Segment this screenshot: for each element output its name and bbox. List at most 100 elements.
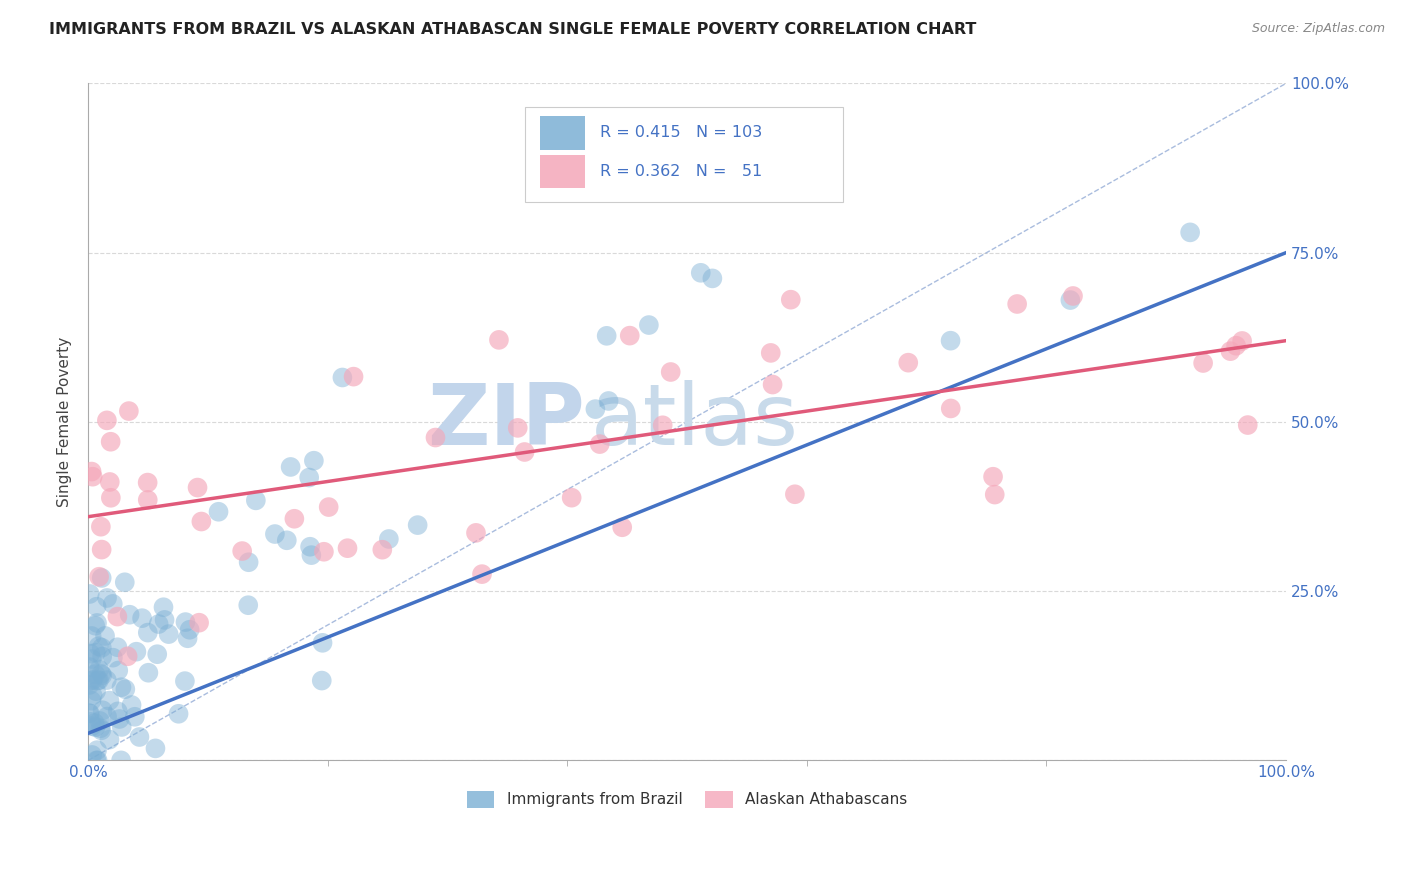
Point	[651, 418, 673, 433]
Point	[238, 598, 260, 612]
Point	[84, 646, 107, 660]
Point	[312, 545, 335, 559]
Point	[79, 587, 101, 601]
Point	[107, 704, 129, 718]
Point	[283, 512, 305, 526]
Text: Source: ZipAtlas.com: Source: ZipAtlas.com	[1251, 22, 1385, 36]
Point	[96, 709, 118, 723]
Point	[107, 640, 129, 655]
Point	[96, 673, 118, 687]
Point	[87, 639, 110, 653]
Point	[121, 698, 143, 712]
Point	[98, 693, 121, 707]
Point	[1059, 293, 1081, 307]
Point	[276, 533, 298, 548]
Point	[897, 356, 920, 370]
Point	[110, 680, 132, 694]
FancyBboxPatch shape	[540, 154, 585, 188]
Point	[87, 663, 110, 677]
Point	[761, 377, 783, 392]
Point	[299, 548, 322, 562]
Point	[174, 674, 197, 689]
Point	[1192, 356, 1215, 370]
Point	[105, 609, 128, 624]
Point	[96, 591, 118, 605]
Point	[86, 673, 108, 688]
Point	[190, 515, 212, 529]
Point	[1230, 334, 1253, 348]
Point	[138, 665, 160, 680]
Point	[108, 712, 131, 726]
Point	[406, 518, 429, 533]
Point	[1219, 344, 1241, 359]
Point	[561, 491, 583, 505]
Point	[311, 636, 333, 650]
Point	[146, 647, 169, 661]
Point	[82, 673, 104, 687]
Point	[100, 491, 122, 505]
Point	[378, 532, 401, 546]
Point	[513, 445, 536, 459]
Point	[79, 706, 101, 721]
Point	[981, 469, 1004, 483]
Point	[298, 470, 321, 484]
Point	[91, 668, 114, 682]
Point	[280, 459, 302, 474]
Point	[207, 505, 229, 519]
Point	[86, 599, 108, 614]
Point	[245, 493, 267, 508]
Point	[136, 625, 159, 640]
Point	[1225, 339, 1247, 353]
Point	[124, 710, 146, 724]
Point	[90, 640, 112, 655]
Point	[86, 753, 108, 767]
Point	[702, 271, 724, 285]
Point	[689, 266, 711, 280]
Point	[186, 481, 208, 495]
Point	[80, 694, 103, 708]
Point	[619, 328, 641, 343]
Point	[107, 664, 129, 678]
Point	[87, 673, 110, 688]
Point	[174, 615, 197, 629]
Text: ZIP: ZIP	[427, 380, 585, 464]
Point	[342, 369, 364, 384]
Point	[318, 500, 340, 514]
Point	[79, 647, 101, 661]
Point	[90, 519, 112, 533]
Point	[94, 629, 117, 643]
Point	[188, 615, 211, 630]
Text: IMMIGRANTS FROM BRAZIL VS ALASKAN ATHABASCAN SINGLE FEMALE POVERTY CORRELATION C: IMMIGRANTS FROM BRAZIL VS ALASKAN ATHABA…	[49, 22, 977, 37]
Point	[117, 649, 139, 664]
Point	[638, 318, 661, 332]
Point	[179, 623, 201, 637]
Point	[82, 747, 104, 762]
Point	[89, 714, 111, 728]
Point	[238, 555, 260, 569]
Point	[84, 618, 107, 632]
Point	[80, 629, 103, 643]
Point	[89, 721, 111, 735]
Point	[939, 334, 962, 348]
Point	[84, 684, 107, 698]
Point	[90, 542, 112, 557]
Point	[79, 660, 101, 674]
Point	[91, 703, 114, 717]
Point	[101, 597, 124, 611]
Point	[167, 706, 190, 721]
Point	[783, 487, 806, 501]
Point	[1062, 289, 1084, 303]
Point	[302, 453, 325, 467]
Point	[425, 431, 447, 445]
Point	[118, 607, 141, 622]
Point	[332, 370, 354, 384]
Y-axis label: Single Female Poverty: Single Female Poverty	[58, 337, 72, 507]
Point	[79, 678, 101, 692]
Point	[86, 753, 108, 767]
Point	[136, 492, 159, 507]
Point	[118, 404, 141, 418]
Point	[80, 465, 103, 479]
Point	[1236, 418, 1258, 433]
Point	[488, 333, 510, 347]
Point	[176, 632, 198, 646]
